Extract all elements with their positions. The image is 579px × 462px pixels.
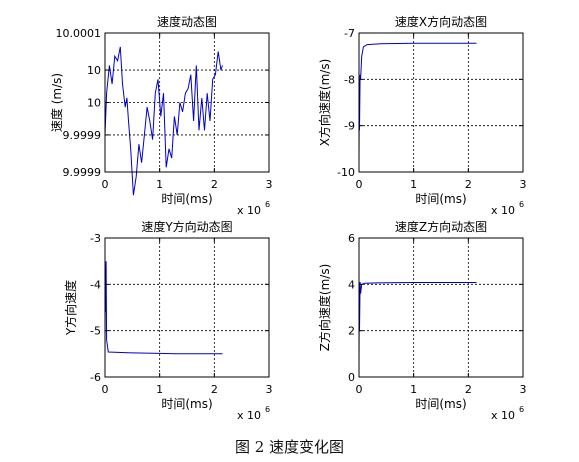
x-tick-label: 2 (211, 383, 218, 396)
x-axis-exponent-power: 6 (265, 405, 270, 414)
figure-canvas: 0 1 2 39.99999.9999101010.0001速度动态图时间(ms)速度… (49, 14, 527, 422)
y-tick-label: 4 (348, 278, 355, 291)
y-tick-label: 0 (348, 371, 355, 384)
axes-box (358, 237, 524, 378)
x-axis-exponent-base: x 10 (237, 204, 261, 217)
x-tick-label: 1 (410, 383, 417, 396)
x-axis-exponent-base: x 10 (491, 204, 515, 217)
y-tick-label: 9.9999 (63, 129, 102, 142)
x-axis-exponent-power: 6 (519, 405, 524, 414)
y-tick-label: -4 (90, 278, 101, 291)
x-tick-label: 0 (102, 178, 109, 191)
chart-title: 速度Y方向动态图 (141, 219, 232, 234)
x-tick-label: 0 (356, 178, 363, 191)
y-axis-label: X方向速度(m/s) (317, 59, 332, 147)
x-tick-label: 1 (410, 178, 417, 191)
plot-area (359, 238, 523, 377)
y-tick-label: 10 (87, 97, 101, 110)
figure-caption: 图 2 速度变化图 (234, 438, 345, 456)
x-tick-label: 3 (520, 383, 527, 396)
axes-box (358, 32, 524, 173)
x-axis-label: 时间(ms) (161, 397, 212, 411)
x-axis-label: 时间(ms) (415, 397, 466, 411)
plot-area (359, 33, 523, 172)
y-tick-label: 10.0001 (56, 27, 102, 40)
axes-box (104, 237, 270, 378)
x-tick-label: 3 (266, 178, 273, 191)
y-tick-label: -9 (344, 120, 355, 133)
y-tick-label: -6 (90, 371, 101, 384)
series-line-1 (104, 46, 223, 196)
x-tick-label: 2 (465, 178, 472, 191)
x-tick-label: 2 (465, 383, 472, 396)
y-tick-label: 2 (348, 325, 355, 338)
chart-title: 速度Z方向动态图 (395, 219, 487, 234)
y-axis-label: Z方向速度(m/s) (317, 264, 332, 352)
x-axis-exponent-base: x 10 (237, 409, 261, 422)
x-axis-exponent-base: x 10 (491, 409, 515, 422)
y-axis-label: Y方向速度 (63, 280, 78, 336)
chart-title: 速度动态图 (157, 14, 217, 29)
x-tick-label: 0 (356, 383, 363, 396)
x-tick-label: 0 (102, 383, 109, 396)
x-axis-label: 时间(ms) (161, 192, 212, 206)
x-tick-label: 1 (156, 383, 163, 396)
y-tick-label: -8 (344, 73, 355, 86)
x-tick-label: 1 (156, 178, 163, 191)
plot-area (105, 238, 269, 377)
y-tick-label: -7 (344, 27, 355, 40)
chart-title: 速度X方向动态图 (395, 14, 487, 29)
x-axis-label: 时间(ms) (415, 192, 466, 206)
y-tick-label: 6 (348, 232, 355, 245)
y-tick-label: 9.9999 (63, 166, 102, 179)
y-axis-label: 速度 (m/s) (49, 73, 64, 132)
y-tick-label: -5 (90, 325, 101, 338)
x-tick-label: 3 (266, 383, 273, 396)
x-axis-exponent-power: 6 (519, 200, 524, 209)
x-tick-label: 3 (520, 178, 527, 191)
y-tick-label: 10 (87, 64, 101, 77)
x-axis-exponent-power: 6 (265, 200, 270, 209)
y-tick-label: -10 (337, 166, 355, 179)
y-tick-label: -3 (90, 232, 101, 245)
x-tick-label: 2 (211, 178, 218, 191)
